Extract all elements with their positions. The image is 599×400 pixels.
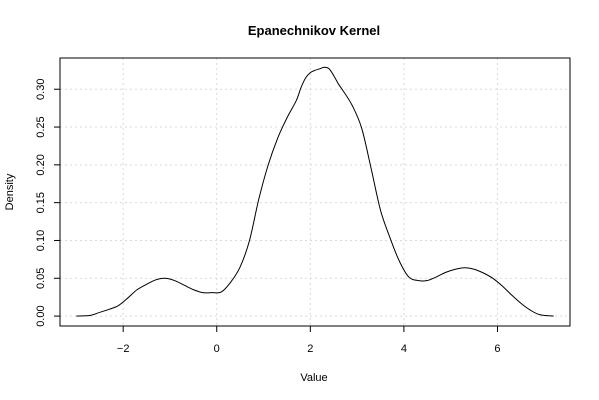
y-tick-label: 0.05: [35, 268, 47, 289]
y-tick-label: 0.25: [35, 116, 47, 137]
plot-frame: [59, 57, 571, 327]
x-tick-label: 0: [214, 343, 220, 355]
y-axis: 0.00 0.05 0.10 0.15 0.20 0.25 0.30: [35, 79, 61, 327]
x-tick-label: 4: [401, 343, 407, 355]
x-tick-label: 2: [307, 343, 313, 355]
density-curve: [76, 66, 554, 317]
x-tick-label: 6: [494, 343, 500, 355]
x-axis-label: Value: [300, 372, 327, 384]
y-tick-label: 0.00: [35, 305, 47, 326]
y-tick-label: 0.15: [35, 192, 47, 213]
grid-layer: [60, 58, 570, 326]
y-axis-label: Density: [4, 173, 16, 210]
y-tick-label: 0.20: [35, 154, 47, 175]
y-tick-label: 0.30: [35, 79, 47, 100]
y-tick-label: 0.10: [35, 230, 47, 251]
x-tick-label: −2: [117, 343, 130, 355]
x-axis: −2 0 2 4 6: [117, 325, 501, 355]
chart-title: Epanechnikov Kernel: [248, 23, 380, 38]
